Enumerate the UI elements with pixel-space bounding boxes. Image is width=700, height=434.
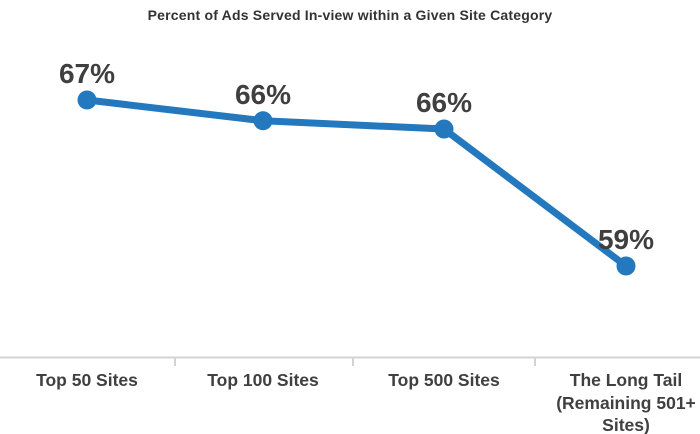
data-point-marker (616, 256, 636, 276)
x-axis-category-label: The Long Tail (Remaining 501+ Sites) (556, 370, 696, 434)
x-axis-category-label: Top 500 Sites (388, 370, 500, 390)
x-axis-category-label: Top 50 Sites (36, 370, 138, 390)
data-point-label: 59% (597, 224, 655, 255)
data-point-marker (434, 119, 454, 139)
data-point-label: 66% (234, 78, 292, 110)
x-axis-category-label: Top 100 Sites (207, 370, 319, 390)
data-point-marker (253, 111, 273, 131)
data-point-label: 67% (58, 58, 116, 89)
chart-title: Percent of Ads Served In-view within a G… (147, 7, 553, 23)
data-point-marker (77, 90, 97, 110)
series-line (83, 96, 630, 270)
data-point-label: 66% (415, 87, 473, 119)
